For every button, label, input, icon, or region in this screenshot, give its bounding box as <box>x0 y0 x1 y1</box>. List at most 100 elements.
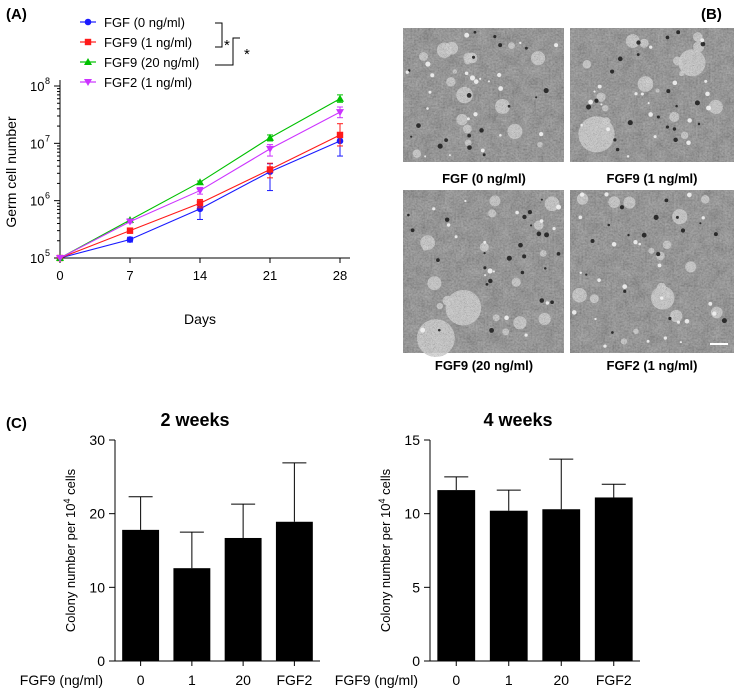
cell <box>552 227 556 231</box>
legend-marker <box>84 79 92 86</box>
cell-colony <box>639 38 649 48</box>
y-axis-label-suffix: cells <box>63 468 78 498</box>
cell-colony <box>678 49 706 77</box>
cell <box>578 215 583 220</box>
cell-colony <box>456 86 473 104</box>
cell <box>665 125 670 129</box>
cell <box>619 205 625 210</box>
cell <box>640 92 644 96</box>
cell-colony <box>537 141 543 148</box>
cell <box>464 71 469 76</box>
cell <box>675 215 679 219</box>
cell <box>485 283 489 286</box>
y-tick-exponent: 8 <box>45 76 50 86</box>
x-tick-label: 1 <box>188 672 196 688</box>
cell-colony <box>452 69 457 74</box>
cell <box>436 258 440 262</box>
cell-colony <box>602 104 609 112</box>
bar-group: 0 <box>122 496 160 688</box>
cell <box>424 155 427 158</box>
cell-colony <box>436 302 443 310</box>
cell-colony <box>620 338 628 345</box>
micrograph-1 <box>570 28 734 162</box>
cell-colony <box>416 319 455 358</box>
cell-colony <box>673 56 683 66</box>
y-tick-label: 10 6 <box>30 191 50 209</box>
cell <box>594 317 597 321</box>
x-tick-label: 7 <box>126 268 133 283</box>
cell <box>507 104 511 108</box>
y-tick-label: 30 <box>89 432 105 448</box>
cell-colony <box>602 117 611 126</box>
cell <box>699 222 702 225</box>
legend-marker <box>84 18 92 26</box>
micrograph-caption: FGF9 (1 ng/ml) <box>607 171 698 186</box>
cell <box>487 268 493 274</box>
cell <box>446 223 451 227</box>
cell <box>694 100 700 106</box>
data-point <box>336 94 344 102</box>
cell-colony <box>442 295 453 306</box>
cell <box>622 284 628 289</box>
cell <box>519 41 522 45</box>
cell <box>611 331 614 334</box>
cell <box>454 235 458 239</box>
chart-title: 2 weeks <box>160 410 229 430</box>
y-tick-label: 10 <box>89 579 105 595</box>
cell <box>615 147 620 152</box>
cell <box>473 30 477 34</box>
cell-colony <box>679 71 685 77</box>
legend-marker <box>84 38 92 46</box>
cell <box>498 86 504 91</box>
cell <box>672 80 678 86</box>
cell-colony <box>692 32 703 42</box>
bar <box>122 529 160 661</box>
cell-colony <box>456 114 468 126</box>
y-tick-label: 5 <box>412 579 420 595</box>
cell-colony <box>589 294 599 304</box>
cell <box>504 315 509 321</box>
cell <box>539 298 545 303</box>
cell <box>617 56 623 62</box>
y-tick-label: 20 <box>89 506 105 522</box>
cell <box>497 72 502 78</box>
x-tick-label: 21 <box>263 268 277 283</box>
cell <box>428 90 432 94</box>
micrograph-grain <box>570 190 734 353</box>
y-tick-label: 10 5 <box>30 248 50 266</box>
y-tick-base: 10 <box>30 251 44 266</box>
data-point <box>266 133 274 141</box>
cell <box>545 301 550 305</box>
micrograph-panel: FGF (0 ng/ml) FGF9 (1 ng/ml) FGF9 (20 ng/m… <box>403 28 734 373</box>
y-tick-label: 10 <box>404 506 420 522</box>
data-point <box>266 145 274 153</box>
cell <box>499 133 502 137</box>
data-point <box>196 200 204 207</box>
x-axis-label: Days <box>184 311 216 327</box>
cell <box>666 89 671 94</box>
cell <box>697 122 701 126</box>
data-point <box>126 218 134 226</box>
cell <box>535 96 538 99</box>
cell <box>672 127 677 131</box>
cell <box>668 316 672 321</box>
cell-colony <box>596 92 606 102</box>
cell <box>466 93 472 98</box>
cell <box>420 327 426 333</box>
cell <box>483 240 487 244</box>
cell <box>518 242 523 248</box>
cell <box>653 135 657 139</box>
cell <box>646 339 650 343</box>
x-tick-label: 28 <box>333 268 347 283</box>
cell <box>482 153 486 157</box>
legend-entry: FGF2 (1 ng/ml) <box>80 75 192 90</box>
cell-colony <box>419 52 428 61</box>
cell <box>649 45 653 49</box>
cell <box>483 252 486 255</box>
cell <box>529 224 533 227</box>
cell <box>473 112 478 117</box>
cell <box>483 266 487 270</box>
x-tick-label: FGF2 <box>596 672 632 688</box>
